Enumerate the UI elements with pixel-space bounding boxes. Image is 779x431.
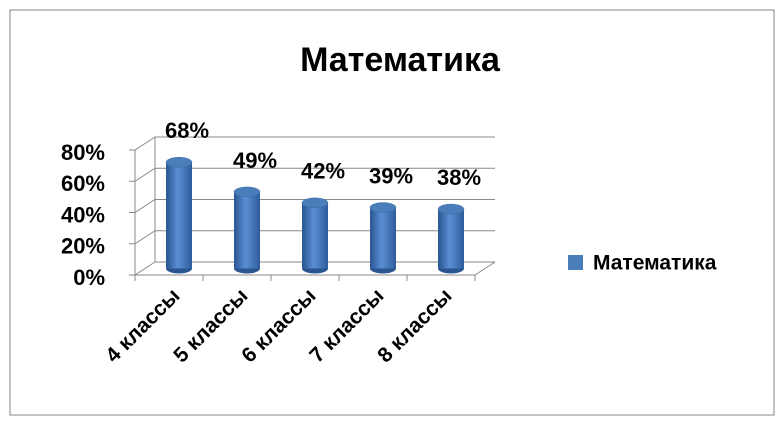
data-label: 38%	[437, 165, 481, 190]
legend-label: Математика	[593, 252, 717, 275]
grid-line	[134, 167, 495, 182]
bar	[233, 186, 261, 274]
y-tick-label: 60%	[61, 171, 105, 196]
y-tick-label: 80%	[61, 140, 105, 165]
bar	[437, 203, 465, 274]
floor-right	[474, 261, 496, 276]
bar	[301, 197, 329, 274]
grid-line	[134, 199, 495, 213]
data-label: 39%	[369, 163, 413, 188]
bar	[369, 202, 397, 274]
chart-title: Математика	[300, 41, 501, 79]
y-tick-label: 20%	[61, 234, 105, 259]
y-tick-label: 0%	[73, 265, 105, 290]
grid-line	[134, 136, 495, 151]
data-label: 42%	[301, 159, 345, 184]
data-label: 68%	[165, 118, 209, 143]
y-tick-label: 40%	[61, 202, 105, 227]
legend-swatch	[568, 255, 583, 270]
data-label: 49%	[233, 148, 277, 173]
bar	[165, 157, 193, 274]
